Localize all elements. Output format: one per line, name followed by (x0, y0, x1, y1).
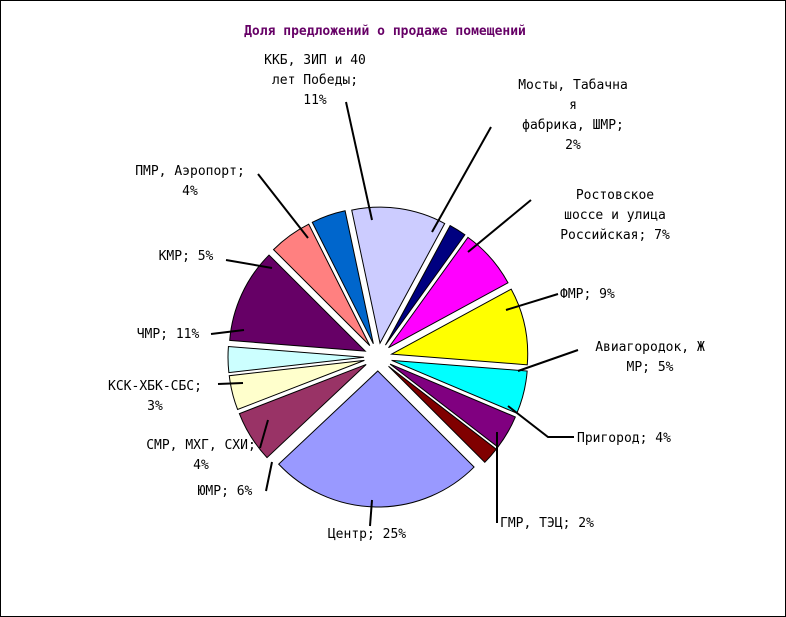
slice-label: Ростовское шоссе и улица Российская; 7% (560, 188, 670, 243)
pie-slice (384, 224, 466, 346)
slice-label-line: ФМР; 9% (560, 287, 615, 302)
pie-slice (277, 370, 475, 508)
slice-label: ПМР, Аэропорт; 4% (135, 164, 245, 199)
slice-label-line: СМР, МХГ, СХИ; (146, 438, 256, 453)
slice-label-line: лет Победы; (272, 73, 358, 88)
leader-line (505, 293, 559, 311)
pie-slice (228, 359, 365, 411)
slice-label-line: МР; 5% (627, 360, 674, 375)
leader-line (345, 101, 373, 221)
pie-slice (389, 288, 529, 366)
slice-label-line: ЧМР; 11% (137, 327, 200, 342)
leader-line (467, 199, 532, 253)
slice-label-line: 4% (193, 458, 209, 473)
pie-slice (351, 206, 446, 345)
slice-label-line: 3% (147, 399, 163, 414)
slice-label-line: я (569, 98, 577, 113)
pie-slice (238, 363, 367, 459)
slice-label: ЧМР; 11% (137, 327, 200, 342)
pie-slice (388, 236, 509, 349)
leader-line (431, 126, 492, 233)
slice-label: Центр; 25% (328, 527, 406, 542)
leader-line (265, 461, 273, 492)
slice-label-line: Авиагородок, Ж (595, 340, 705, 355)
slice-label-line: 4% (182, 184, 198, 199)
slice-label-line: шоссе и улица (564, 208, 666, 223)
leader-line (225, 259, 273, 269)
slice-label-line: КМР; 5% (159, 249, 214, 264)
slice-label-line: Пригород; 4% (577, 431, 671, 446)
slice-label: Мосты, Табачна я фабрика, ШМР; 2% (518, 78, 628, 153)
slice-label: ГМР, ТЭЦ; 2% (500, 516, 594, 531)
slice-label-line: 11% (303, 93, 327, 108)
slice-label-line: Ростовское (576, 188, 654, 203)
leader-line (257, 173, 309, 239)
pie-slice (227, 345, 365, 374)
slice-label: ККБ, ЗИП и 40 лет Победы; 11% (264, 53, 366, 108)
slice-label: ЮМР; 6% (198, 484, 253, 499)
pie-slice (229, 254, 367, 352)
slice-label-line: ПМР, Аэропорт; (135, 164, 245, 179)
slice-label-line: 2% (565, 138, 581, 153)
slice-label: ФМР; 9% (560, 287, 615, 302)
pie-slice (272, 223, 371, 347)
slice-label-line: КСК-ХБК-СБС; (108, 379, 202, 394)
slice-label: Пригород; 4% (577, 431, 671, 446)
slice-label-line: Мосты, Табачна (518, 78, 628, 93)
slice-label: Авиагородок, Ж МР; 5% (595, 340, 705, 375)
leader-line (517, 349, 579, 372)
slice-label: КСК-ХБК-СБС; 3% (108, 379, 202, 414)
slice-label-line: Центр; 25% (328, 527, 406, 542)
leader-line (369, 499, 373, 527)
slice-label: СМР, МХГ, СХИ; 4% (146, 438, 256, 473)
slice-label: КМР; 5% (159, 249, 214, 264)
slice-label-line: фабрика, ШМР; (522, 118, 624, 133)
leader-line (210, 329, 245, 335)
leader-line (259, 419, 269, 449)
slice-label-line: ГМР, ТЭЦ; 2% (500, 516, 594, 531)
slice-label-line: ЮМР; 6% (198, 484, 253, 499)
leader-line (507, 405, 574, 438)
slice-label-line: ККБ, ЗИП и 40 (264, 53, 366, 68)
pie-slice (311, 210, 374, 345)
leader-line (217, 382, 244, 385)
chart-title: Доля предложений о продаже помещений (244, 24, 526, 39)
slice-label-line: Российская; 7% (560, 228, 670, 243)
